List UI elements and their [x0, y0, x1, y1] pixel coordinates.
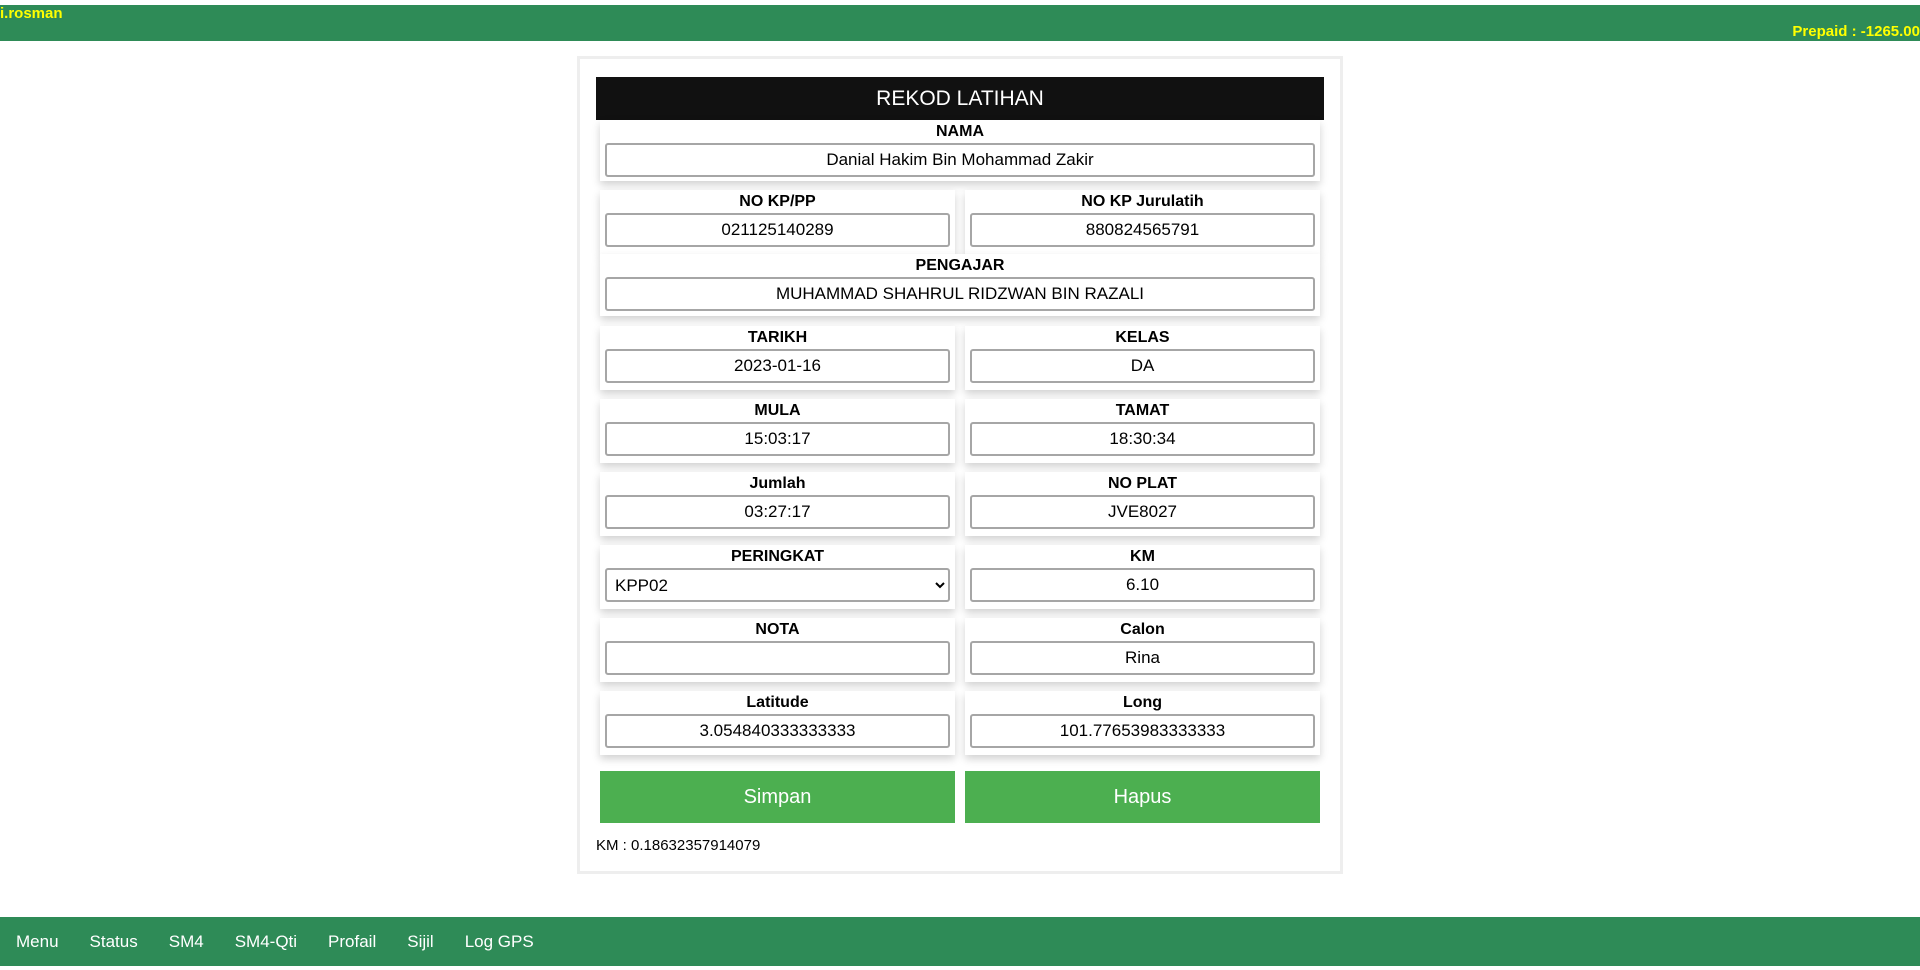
jumlah-cell: Jumlah	[600, 472, 955, 536]
no-plat-cell: NO PLAT	[965, 472, 1320, 536]
long-label: Long	[1122, 694, 1163, 711]
latitude-label: Latitude	[746, 694, 809, 711]
nav-status[interactable]: Status	[89, 931, 138, 951]
tarikh-label: TARIKH	[747, 329, 808, 346]
no-kp-jurulatih-cell: NO KP Jurulatih	[965, 190, 1320, 254]
calon-cell: Calon	[965, 618, 1320, 682]
username: i.rosman	[0, 5, 63, 22]
nama-input[interactable]	[605, 143, 1315, 177]
latitude-input[interactable]	[605, 714, 950, 748]
calon-input[interactable]	[970, 641, 1315, 675]
kelas-input[interactable]	[970, 349, 1315, 383]
kelas-label: KELAS	[1115, 329, 1170, 346]
calon-label: Calon	[1120, 621, 1165, 638]
long-cell: Long	[965, 691, 1320, 755]
jumlah-label: Jumlah	[749, 475, 806, 492]
pengajar-input[interactable]	[605, 277, 1315, 311]
nav-profail[interactable]: Profail	[328, 931, 377, 951]
km-readout: KM : 0.18632357914079	[596, 837, 761, 854]
footer-nav: Menu Status SM4 SM4-Qti Profail Sijil Lo…	[0, 917, 1920, 966]
tarikh-cell: TARIKH	[600, 326, 955, 390]
no-kp-jurulatih-label: NO KP Jurulatih	[1081, 193, 1204, 210]
mula-input[interactable]	[605, 422, 950, 456]
mula-cell: MULA	[600, 399, 955, 463]
no-kp-jurulatih-input[interactable]	[970, 213, 1315, 247]
peringkat-cell: PERINGKAT KPP02	[600, 545, 955, 609]
no-kp-input[interactable]	[605, 213, 950, 247]
tarikh-input[interactable]	[605, 349, 950, 383]
tamat-cell: TAMAT	[965, 399, 1320, 463]
nav-sm4[interactable]: SM4	[168, 931, 204, 951]
nota-input[interactable]	[605, 641, 950, 675]
nota-cell: NOTA	[600, 618, 955, 682]
rekod-latihan-form: REKOD LATIHAN NAMA NO KP/PP NO KP Jurula…	[577, 56, 1343, 874]
tamat-label: TAMAT	[1115, 402, 1170, 419]
peringkat-label: PERINGKAT	[730, 548, 825, 565]
nota-label: NOTA	[755, 621, 800, 638]
jumlah-input[interactable]	[605, 495, 950, 529]
km-cell: KM	[965, 545, 1320, 609]
latitude-cell: Latitude	[600, 691, 955, 755]
nav-log-gps[interactable]: Log GPS	[464, 931, 534, 951]
pengajar-cell: PENGAJAR	[600, 254, 1320, 316]
prepaid-balance: Prepaid : -1265.00	[1792, 23, 1920, 40]
nav-menu[interactable]: Menu	[16, 931, 59, 951]
no-kp-label: NO KP/PP	[739, 193, 816, 210]
no-plat-input[interactable]	[970, 495, 1315, 529]
km-label: KM	[1130, 548, 1155, 565]
peringkat-select[interactable]: KPP02	[605, 568, 950, 602]
pengajar-label: PENGAJAR	[915, 257, 1005, 274]
nama-label: NAMA	[936, 123, 984, 140]
hapus-button[interactable]: Hapus	[965, 771, 1320, 823]
no-plat-label: NO PLAT	[1107, 475, 1178, 492]
top-bar: i.rosman Prepaid : -1265.00	[0, 5, 1920, 41]
nama-cell: NAMA	[600, 120, 1320, 181]
km-input[interactable]	[970, 568, 1315, 602]
nav-sijil[interactable]: Sijil	[407, 931, 434, 951]
tamat-input[interactable]	[970, 422, 1315, 456]
no-kp-cell: NO KP/PP	[600, 190, 955, 254]
form-title: REKOD LATIHAN	[596, 77, 1324, 120]
nav-sm4-qti[interactable]: SM4-Qti	[234, 931, 298, 951]
kelas-cell: KELAS	[965, 326, 1320, 390]
long-input[interactable]	[970, 714, 1315, 748]
simpan-button[interactable]: Simpan	[600, 771, 955, 823]
mula-label: MULA	[754, 402, 801, 419]
